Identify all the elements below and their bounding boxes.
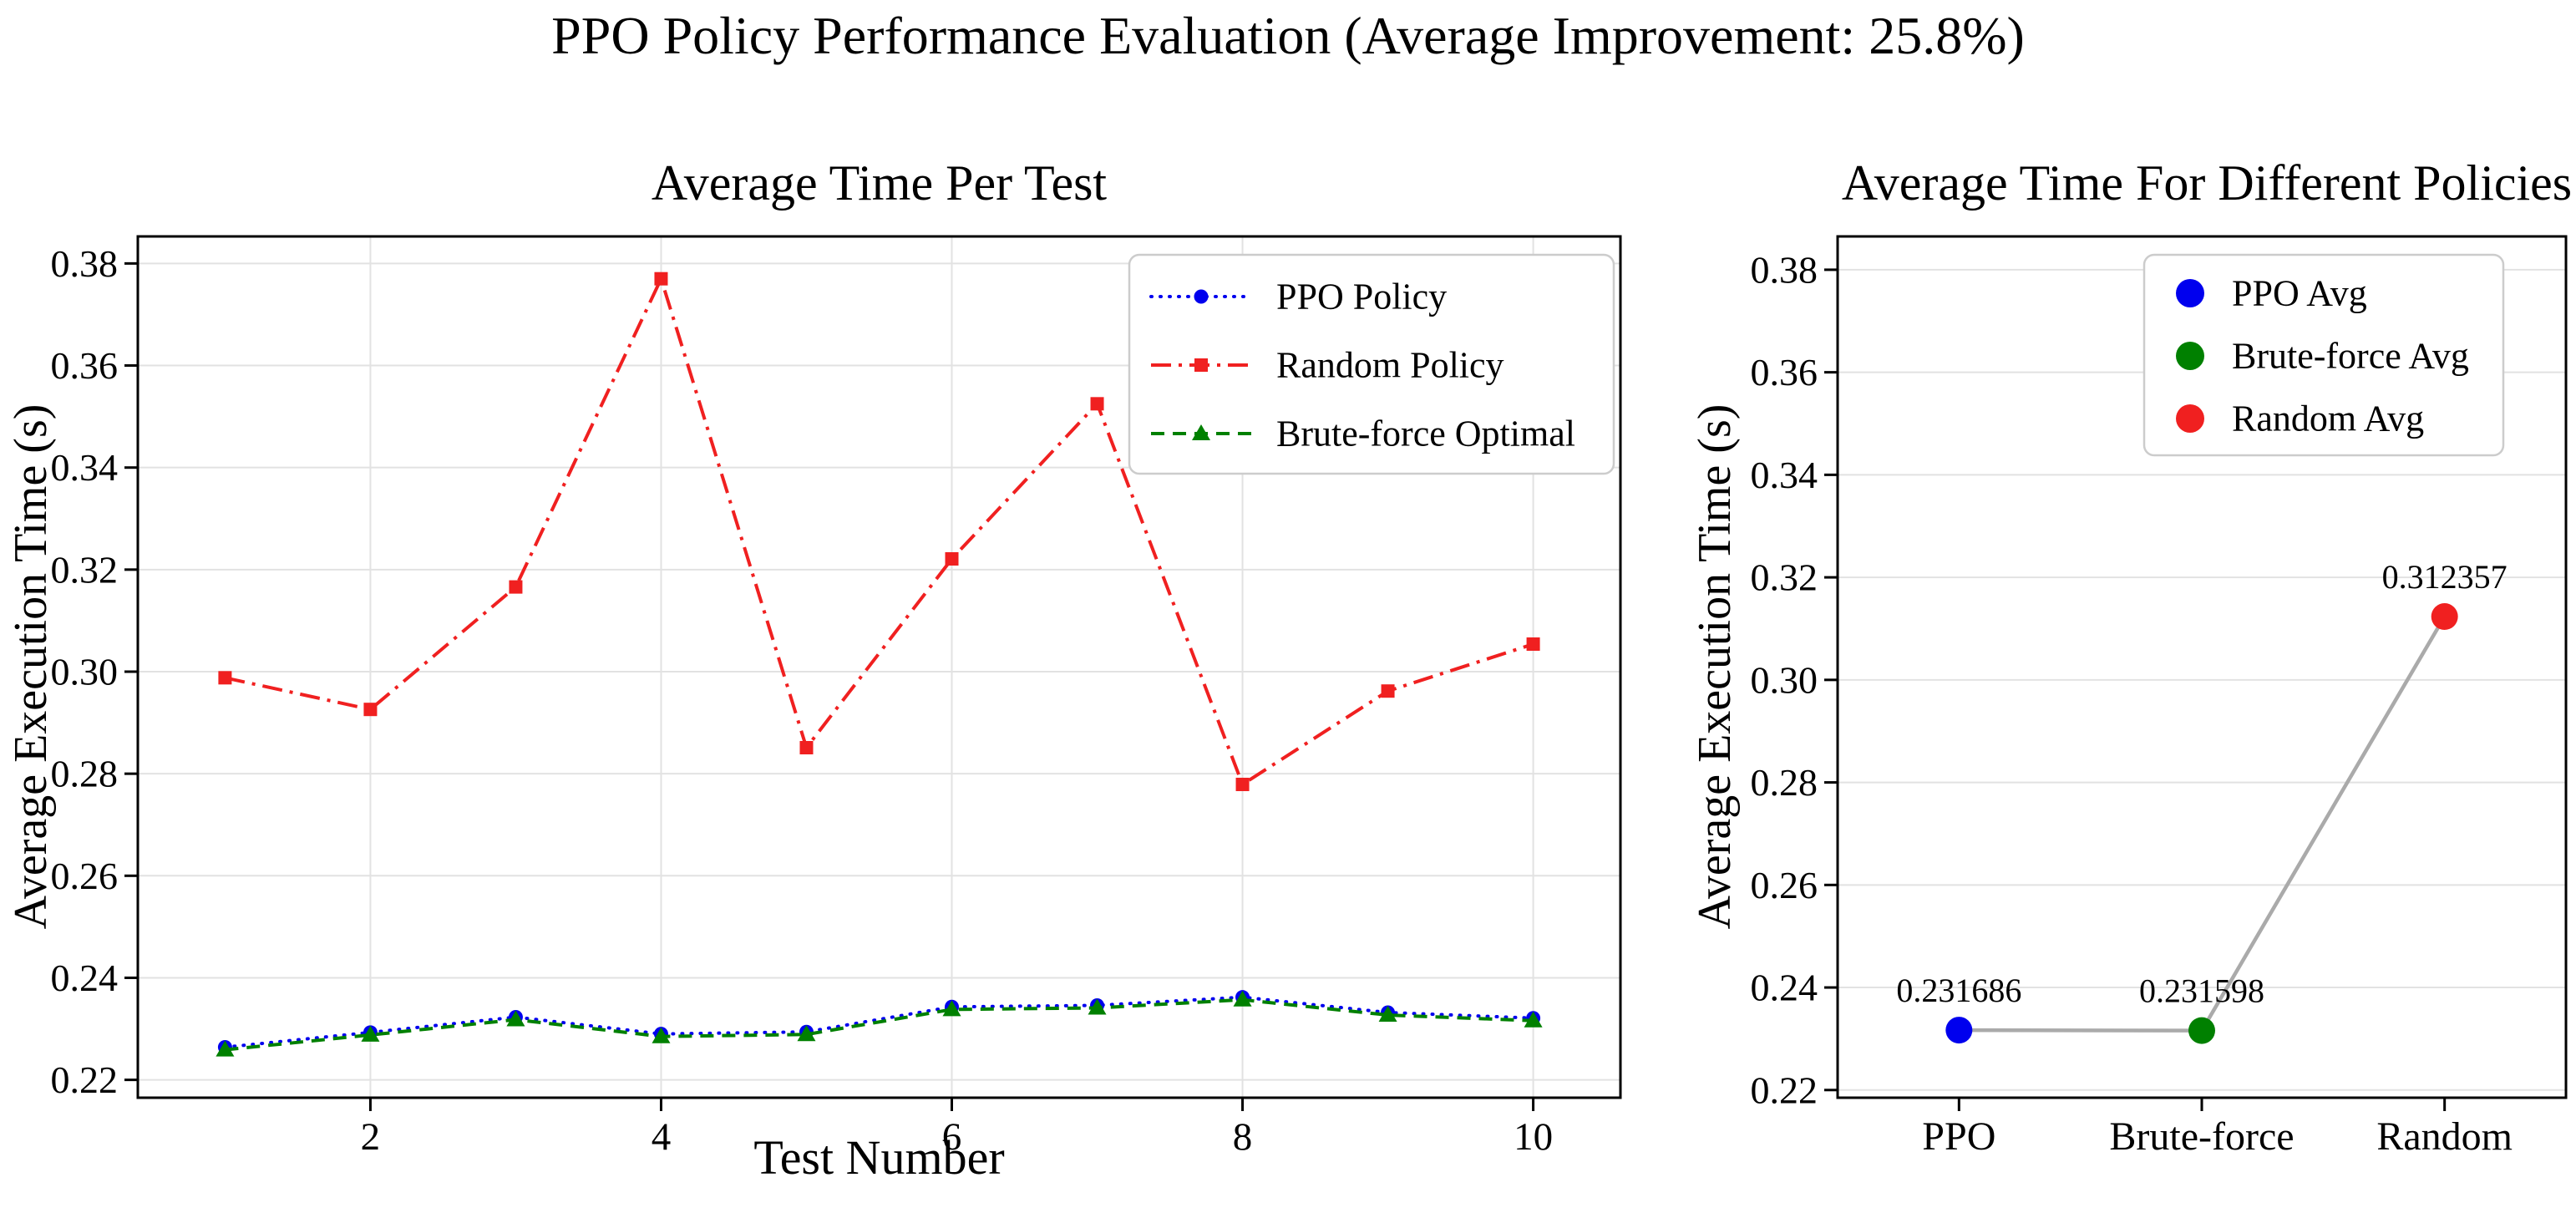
left-x-tick-label: 2 <box>361 1115 381 1159</box>
avg-value-annotation-0: 0.231686 <box>1896 972 2021 1009</box>
right-legend-box <box>2142 253 2505 457</box>
left-x-tick-label: 10 <box>1514 1115 1553 1159</box>
right-y-tick-label: 0.30 <box>1751 658 1818 701</box>
avg-value-annotation-2: 0.312357 <box>2382 558 2508 596</box>
right-y-tick-label: 0.34 <box>1751 454 1818 496</box>
left-y-tick-label: 0.36 <box>51 344 119 387</box>
right-legend-sample-dot <box>2176 279 2204 307</box>
avg-point-1 <box>2188 1017 2215 1044</box>
right-y-tick-label: 0.32 <box>1751 556 1818 599</box>
left-x-tick-label: 8 <box>1233 1115 1253 1159</box>
series-line-2 <box>225 997 1534 1052</box>
left-y-tick-label: 0.38 <box>51 242 119 285</box>
left-legend-sample-marker <box>1192 424 1210 440</box>
left-y-tick-label: 0.26 <box>51 855 119 897</box>
right-legend-label: Brute-force Avg <box>2232 336 2469 377</box>
left-axes-frame <box>136 235 1622 1099</box>
series-marker-2 <box>361 1025 380 1042</box>
right-x-tick-label: PPO <box>1922 1114 1995 1159</box>
figure-suptitle: PPO Policy Performance Evaluation (Avera… <box>551 6 2025 65</box>
left-legend-sample-marker <box>1194 289 1209 304</box>
series-marker-2 <box>942 1000 961 1017</box>
series-marker-2 <box>1524 1011 1543 1028</box>
left-y-tick-label: 0.24 <box>51 957 119 999</box>
left-x-tick-label: 4 <box>652 1115 672 1159</box>
left-legend-label: Brute-force Optimal <box>1276 414 1575 454</box>
left-y-tick-label: 0.32 <box>51 548 119 591</box>
series-marker-1 <box>654 272 668 286</box>
right-y-tick-label: 0.26 <box>1751 864 1818 906</box>
right-x-tick-label: Brute-force <box>2109 1114 2294 1159</box>
left-y-tick-label: 0.22 <box>51 1058 119 1101</box>
series-marker-1 <box>363 703 378 717</box>
left-y-tick-label: 0.34 <box>51 446 119 489</box>
series-line-0 <box>223 995 1535 1049</box>
right-y-tick-label: 0.38 <box>1751 248 1818 291</box>
left-legend-sample-marker <box>1194 358 1208 372</box>
series-marker-1 <box>799 741 814 755</box>
series-marker-2 <box>216 1040 235 1057</box>
series-marker-1 <box>1235 777 1250 791</box>
right-legend-label: PPO Avg <box>2232 273 2367 314</box>
right-legend-sample-dot <box>2176 342 2204 370</box>
series-marker-1 <box>1090 397 1104 411</box>
avg-value-annotation-1: 0.231598 <box>2139 972 2264 1010</box>
left-legend-label: Random Policy <box>1276 345 1504 386</box>
right-legend-sample-dot <box>2176 404 2204 433</box>
avg-point-2 <box>2431 603 2458 631</box>
series-marker-2 <box>506 1010 525 1027</box>
right-y-tick-label: 0.28 <box>1751 761 1818 804</box>
right-y-tick-label: 0.36 <box>1751 351 1818 393</box>
series-marker-1 <box>1381 684 1395 698</box>
series-line-1 <box>224 274 1534 787</box>
right-legend-label: Random Avg <box>2232 398 2424 439</box>
left-legend-label: PPO Policy <box>1276 277 1447 317</box>
series-marker-1 <box>509 580 523 594</box>
series-marker-1 <box>1526 637 1540 652</box>
left-chart-title: Average Time Per Test <box>651 155 1108 211</box>
series-marker-2 <box>1233 990 1252 1007</box>
series-marker-2 <box>652 1027 671 1043</box>
series-marker-2 <box>1088 998 1107 1015</box>
series-marker-2 <box>797 1025 816 1042</box>
left-x-axis-label: Test Number <box>753 1130 1005 1185</box>
left-x-tick-label: 6 <box>942 1115 962 1159</box>
avg-connector-line <box>1959 615 2447 1033</box>
avg-point-0 <box>1945 1017 1973 1044</box>
series-marker-1 <box>218 671 232 685</box>
right-y-tick-label: 0.24 <box>1751 967 1818 1009</box>
left-y-tick-label: 0.30 <box>51 650 119 693</box>
series-marker-2 <box>1378 1006 1397 1023</box>
right-y-tick-label: 0.22 <box>1751 1068 1818 1111</box>
left-y-tick-label: 0.28 <box>51 753 119 795</box>
series-marker-1 <box>945 552 959 566</box>
left-legend-box <box>1128 253 1615 475</box>
right-chart-title: Average Time For Different Policies <box>1841 155 2573 211</box>
right-x-tick-label: Random <box>2376 1114 2513 1159</box>
